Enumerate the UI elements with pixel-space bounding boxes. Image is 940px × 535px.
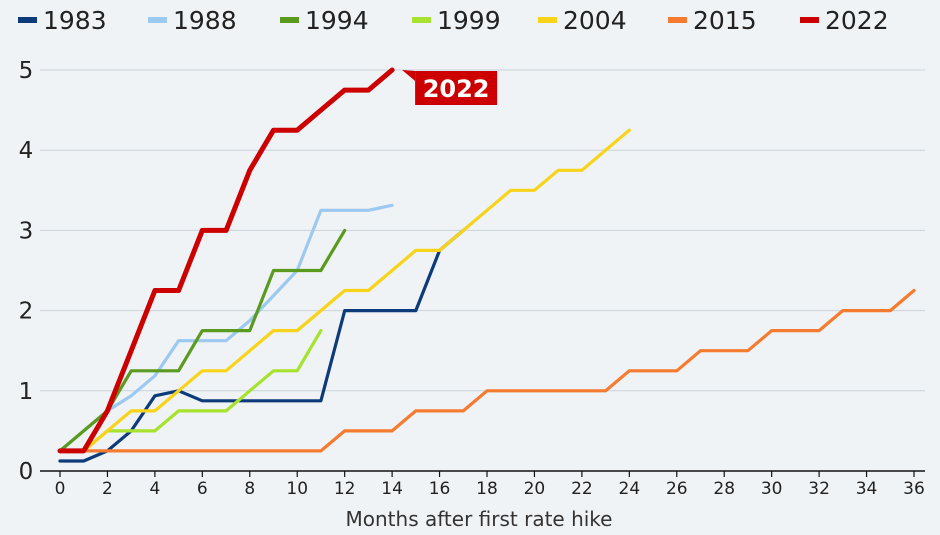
gridlines xyxy=(40,69,925,392)
x-tick-label-36: 36 xyxy=(903,479,925,499)
x-tick-label-6: 6 xyxy=(197,479,208,499)
x-tick-label-4: 4 xyxy=(149,479,160,499)
y-tick-label-4: 4 xyxy=(19,138,34,164)
x-tick-label-24: 24 xyxy=(619,479,641,499)
legend-swatch-2004 xyxy=(538,17,557,23)
legend-label-2022: 2022 xyxy=(825,6,889,35)
y-tick-label-5: 5 xyxy=(19,58,34,84)
legend-label-2015: 2015 xyxy=(693,6,757,35)
legend-label-2004: 2004 xyxy=(563,6,627,35)
annotation-label: 2022 xyxy=(423,75,490,103)
legend-swatch-1999 xyxy=(412,17,431,23)
y-tick-label-0: 0 xyxy=(19,459,34,485)
legend-label-1994: 1994 xyxy=(305,6,369,35)
x-tick-label-14: 14 xyxy=(381,479,403,499)
series-line-1988 xyxy=(58,203,394,453)
series-lines xyxy=(57,67,916,463)
y-tick-label-3: 3 xyxy=(19,218,34,244)
legend-swatch-1994 xyxy=(280,17,299,23)
y-tick-label-1: 1 xyxy=(19,379,34,405)
annotation-box xyxy=(415,71,498,105)
x-tick-label-32: 32 xyxy=(808,479,830,499)
legend-label-1983: 1983 xyxy=(43,6,107,35)
y-axis-ticks: 0 1 2 3 4 5 xyxy=(19,58,34,485)
x-tick-label-22: 22 xyxy=(571,479,593,499)
x-tick-label-20: 20 xyxy=(524,479,546,499)
x-axis-title: Months after first rate hike xyxy=(346,507,613,531)
x-tick-label-2: 2 xyxy=(102,479,113,499)
y-tick-label-2: 2 xyxy=(19,299,34,325)
legend-swatch-2022 xyxy=(800,17,819,23)
series-line-2015 xyxy=(58,288,916,453)
series-line-2004 xyxy=(58,128,631,453)
x-tick-label-30: 30 xyxy=(761,479,783,499)
legend-label-1988: 1988 xyxy=(173,6,237,35)
x-tick-label-12: 12 xyxy=(334,479,356,499)
legend: 1983 1988 1994 1999 2004 2015 2022 xyxy=(18,6,889,35)
x-tick-label-34: 34 xyxy=(856,479,878,499)
x-tick-label-8: 8 xyxy=(244,479,255,499)
x-tick-label-26: 26 xyxy=(666,479,688,499)
annotation-pointer xyxy=(402,70,416,81)
legend-swatch-1983 xyxy=(18,17,37,23)
x-tick-label-18: 18 xyxy=(476,479,498,499)
legend-label-1999: 1999 xyxy=(437,6,501,35)
x-axis: 0 2 4 6 8 10 12 14 16 18 20 22 24 26 28 30 32 34 36 xyxy=(40,470,925,499)
legend-swatch-1988 xyxy=(148,17,167,23)
series-line-1983 xyxy=(58,228,465,463)
series-annotation: 2022 xyxy=(402,70,498,105)
legend-swatch-2015 xyxy=(668,17,687,23)
x-tick-label-28: 28 xyxy=(713,479,735,499)
x-tick-label-0: 0 xyxy=(55,479,66,499)
series-line-2022 xyxy=(57,67,395,454)
x-tick-label-16: 16 xyxy=(429,479,451,499)
x-tick-label-10: 10 xyxy=(286,479,308,499)
